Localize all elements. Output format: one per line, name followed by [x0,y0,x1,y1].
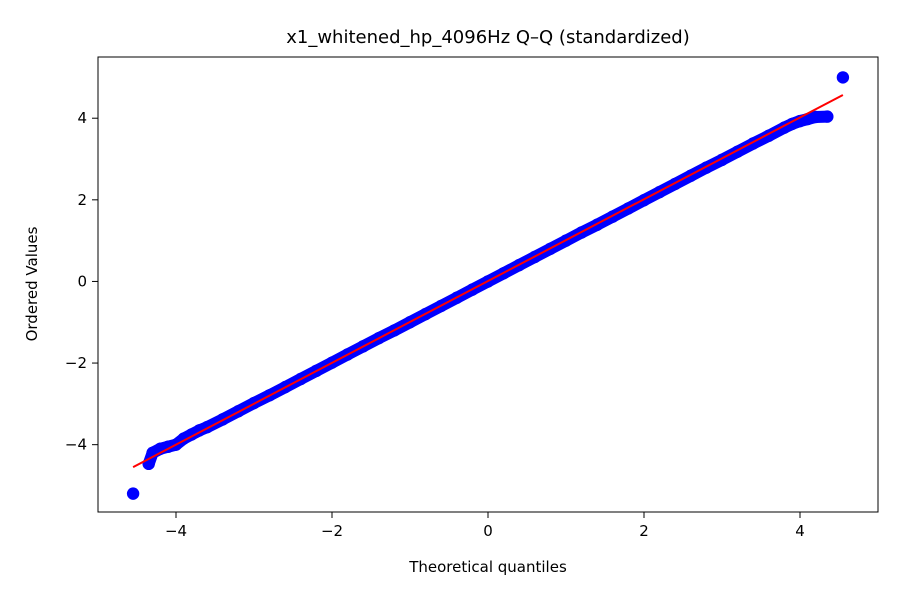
y-tick-label: 0 [77,272,87,290]
y-axis-label: Ordered Values [23,226,41,341]
data-point [821,110,834,123]
y-axis: −4 −2 0 2 4 [65,109,98,454]
x-tick-label: −2 [321,522,343,540]
y-tick-label: −4 [65,436,87,454]
x-tick-label: 2 [639,522,649,540]
data-point [809,110,822,124]
x-tick-label: 0 [483,522,493,540]
x-tick-label: 4 [795,522,805,540]
y-tick-label: −2 [65,354,87,372]
data-point [836,71,850,84]
x-tick-label: −4 [165,522,187,540]
x-axis: −4 −2 0 2 4 [165,512,805,540]
x-axis-label: Theoretical quantiles [408,558,567,576]
y-tick-label: 4 [77,109,87,127]
fit-line [132,94,844,468]
data-point [126,487,140,500]
fit-line-layer [132,94,844,468]
chart-title: x1_whitened_hp_4096Hz Q–Q (standardized) [286,27,690,48]
plot-area [126,71,850,500]
y-tick-label: 2 [77,191,87,209]
